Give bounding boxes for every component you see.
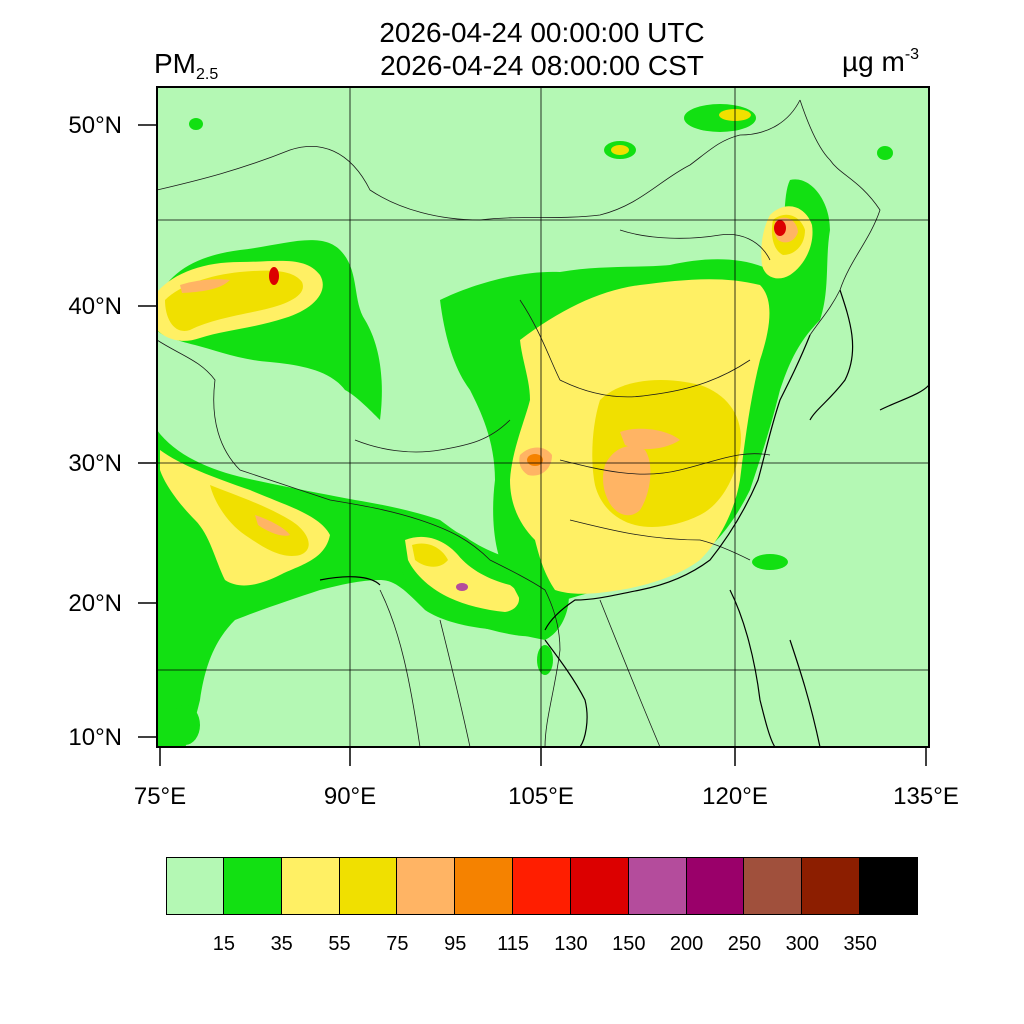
units-exponent: -3 bbox=[904, 46, 920, 63]
field-himalaya-95 bbox=[255, 515, 290, 536]
lon-label-75e: 75°E bbox=[133, 783, 187, 810]
lon-label-105e: 105°E bbox=[508, 783, 574, 810]
variable-label: PM2.5 bbox=[154, 48, 218, 84]
colorbar-swatch bbox=[570, 857, 629, 915]
colorbar-swatch bbox=[166, 857, 224, 915]
map-frame bbox=[156, 86, 930, 748]
lat-label-30n: 30°N bbox=[68, 450, 122, 477]
field-yunnan-hotspot bbox=[456, 583, 468, 591]
colorbar-swatch bbox=[223, 857, 282, 915]
field-nw-patch bbox=[189, 118, 203, 130]
colorbar-swatch bbox=[860, 857, 918, 915]
field-ne-hotspot bbox=[774, 220, 786, 236]
field-india-patch bbox=[170, 705, 200, 745]
lon-label-90e: 90°E bbox=[323, 783, 377, 810]
variable-name: PM bbox=[154, 48, 196, 79]
colorbar-swatch bbox=[397, 857, 456, 915]
field-ne-patch bbox=[877, 146, 893, 160]
lon-label-120e: 120°E bbox=[702, 783, 768, 810]
lon-label-135e: 135°E bbox=[893, 783, 959, 810]
colorbar-swatch bbox=[686, 857, 745, 915]
colorbar-swatch bbox=[339, 857, 398, 915]
lat-label-50n: 50°N bbox=[68, 112, 122, 139]
field-taiwan-patch bbox=[752, 554, 788, 570]
title-cst: 2026-04-24 08:00:00 CST bbox=[380, 50, 704, 81]
field-east-95b bbox=[620, 428, 680, 450]
colorbar-swatch bbox=[455, 857, 514, 915]
colorbar-swatch bbox=[281, 857, 340, 915]
axis-ticks bbox=[138, 124, 927, 766]
field-vietnam-patch bbox=[537, 645, 553, 675]
field-mongolia-patch-1-inner bbox=[611, 145, 629, 155]
colorbar bbox=[166, 857, 918, 915]
units-base: µg m bbox=[842, 46, 905, 77]
field-tarim-95 bbox=[180, 279, 230, 293]
colorbar-swatch bbox=[802, 857, 861, 915]
lat-label-20n: 20°N bbox=[68, 590, 122, 617]
coastlines bbox=[319, 289, 929, 747]
variable-subscript: 2.5 bbox=[196, 66, 219, 83]
field-yunnan-75 bbox=[412, 543, 448, 567]
units-label: µg m-3 bbox=[842, 46, 919, 78]
title-utc: 2026-04-24 00:00:00 UTC bbox=[379, 17, 705, 48]
concentration-field bbox=[157, 87, 929, 747]
lat-label-40n: 40°N bbox=[68, 293, 122, 320]
graticule bbox=[157, 87, 929, 747]
colorbar-swatch bbox=[513, 857, 571, 915]
country-borders bbox=[157, 99, 881, 747]
colorbar-swatch bbox=[744, 857, 803, 915]
field-tarim-hotspot bbox=[269, 267, 279, 285]
colorbar-swatch bbox=[628, 857, 687, 915]
lat-label-10n: 10°N bbox=[68, 724, 122, 751]
